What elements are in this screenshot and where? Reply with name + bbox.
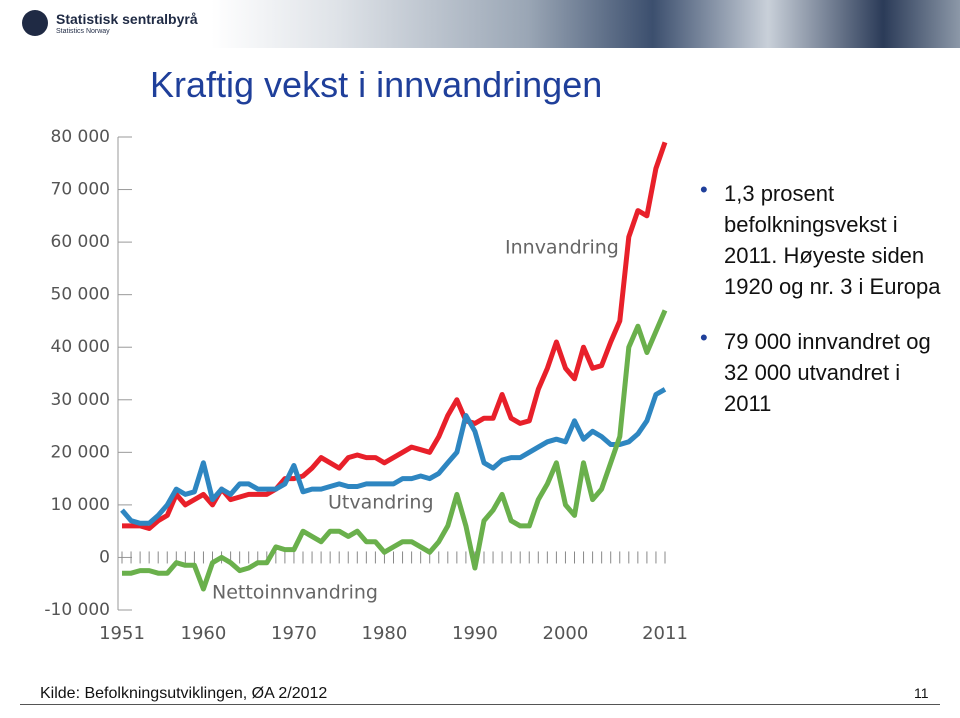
y-tick-label: 80 000 bbox=[51, 127, 110, 147]
page-number: 11 bbox=[914, 685, 929, 701]
x-tick-label: 1960 bbox=[181, 623, 227, 644]
x-tick-label: 2011 bbox=[642, 623, 688, 644]
x-tick-label: 1980 bbox=[362, 623, 408, 644]
series-line bbox=[122, 309, 668, 592]
x-tick-label: 2000 bbox=[543, 623, 589, 644]
logo-subname: Statistics Norway bbox=[56, 28, 110, 35]
y-tick-label: -10 000 bbox=[44, 600, 110, 620]
banner bbox=[0, 0, 960, 48]
bullet: 1,3 prosent befolkningsvekst i 2011. Høy… bbox=[700, 174, 950, 302]
y-tick-label: 0 bbox=[99, 547, 110, 567]
logo-icon bbox=[22, 10, 48, 36]
source: Kilde: Befolkningsutviklingen, ØA 2/2012 bbox=[40, 685, 328, 702]
series-label: Utvandring bbox=[328, 492, 434, 514]
slide-title: Kraftig vekst i innvandringen bbox=[150, 64, 603, 105]
series-line bbox=[122, 141, 668, 531]
y-tick-label: 50 000 bbox=[51, 285, 110, 305]
footer-rule bbox=[20, 704, 940, 705]
bullet: 79 000 innvandret og 32 000 utvandret i … bbox=[700, 322, 950, 419]
y-tick-label: 20 000 bbox=[51, 442, 110, 462]
y-tick-label: 40 000 bbox=[51, 337, 110, 357]
logo-name: Statistisk sentralbyrå bbox=[56, 11, 198, 27]
series-line bbox=[120, 387, 667, 526]
bullet-list: 1,3 prosent befolkningsvekst i 2011. Høy… bbox=[700, 174, 950, 443]
x-tick-label: 1951 bbox=[99, 623, 145, 644]
chart-bg bbox=[36, 125, 690, 648]
x-tick-label: 1990 bbox=[452, 623, 498, 644]
x-tick-label: 1970 bbox=[271, 623, 317, 644]
y-tick-label: 10 000 bbox=[51, 495, 110, 515]
y-tick-label: 70 000 bbox=[51, 180, 110, 200]
y-tick-label: 60 000 bbox=[51, 232, 110, 252]
y-tick-label: 30 000 bbox=[51, 390, 110, 410]
series-label: Innvandring bbox=[505, 237, 619, 259]
series-label: Nettoinnvandring bbox=[212, 582, 378, 604]
